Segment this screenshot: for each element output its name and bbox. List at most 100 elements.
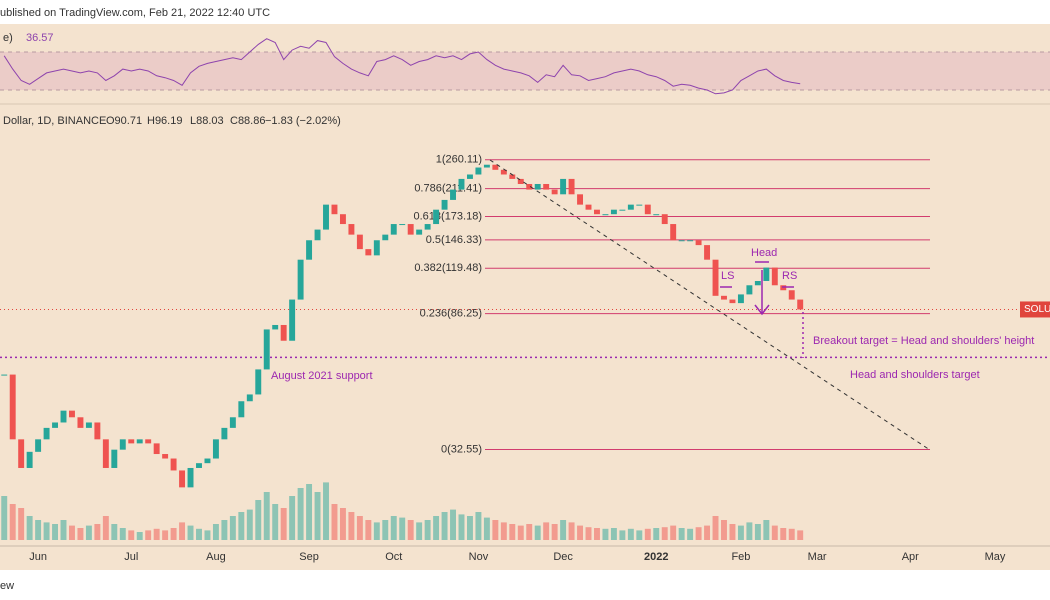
candle-body bbox=[763, 267, 770, 281]
volume-bar bbox=[69, 525, 75, 540]
candle-body bbox=[77, 417, 84, 428]
candle-body bbox=[162, 454, 169, 459]
volume-bar bbox=[35, 520, 42, 540]
candle-body bbox=[229, 417, 236, 428]
volume-bar bbox=[636, 530, 643, 540]
volume-bar bbox=[458, 514, 465, 540]
candle-body bbox=[441, 199, 448, 210]
volume-bar bbox=[526, 524, 533, 540]
volume-bar bbox=[365, 520, 372, 540]
x-tick-label: Aug bbox=[206, 551, 226, 563]
volume-bar bbox=[712, 516, 719, 540]
candle-body bbox=[238, 401, 245, 418]
volume-bar bbox=[289, 496, 296, 540]
candle-body bbox=[306, 240, 313, 260]
x-tick-label: 2022 bbox=[644, 551, 668, 563]
header: ublished on TradingView.com, Feb 21, 202… bbox=[0, 7, 270, 19]
candle-body bbox=[102, 439, 109, 468]
candle-body bbox=[26, 451, 33, 468]
candle-body bbox=[771, 267, 778, 286]
volume-bar bbox=[594, 528, 600, 540]
candle-body bbox=[280, 324, 287, 341]
candle-body bbox=[670, 224, 677, 241]
candle-body bbox=[653, 214, 660, 216]
volume-bar bbox=[170, 528, 177, 540]
candle-body bbox=[153, 443, 160, 455]
plot-layer: 1(260.11) 0.786(211.41) 0.618(173.18) 0.5(1… bbox=[0, 38, 1050, 563]
candle-body bbox=[136, 439, 143, 444]
volume-bar bbox=[255, 500, 262, 540]
ohlc-open: O90.71 bbox=[106, 115, 142, 127]
volume-bar bbox=[85, 525, 92, 540]
candle-body bbox=[610, 209, 617, 215]
volume-bar bbox=[509, 524, 516, 540]
x-tick-label: Feb bbox=[731, 551, 750, 563]
volume-bar bbox=[246, 509, 253, 540]
candle-body bbox=[390, 224, 397, 235]
rs-label: RS bbox=[782, 270, 797, 282]
volume-bar bbox=[162, 530, 169, 540]
candle-body bbox=[644, 204, 651, 215]
candle-body bbox=[339, 214, 346, 225]
volume-bar bbox=[627, 528, 634, 540]
candle-body bbox=[18, 439, 25, 468]
volume-bar bbox=[704, 525, 711, 540]
volume-bar bbox=[407, 520, 414, 540]
rsi-line bbox=[3, 38, 801, 95]
candle-body bbox=[69, 410, 75, 418]
volume-bar bbox=[771, 525, 778, 540]
candle-body bbox=[627, 204, 634, 210]
volume-bar bbox=[153, 528, 160, 540]
volume-bar bbox=[466, 516, 473, 540]
candle-body bbox=[221, 427, 228, 440]
volume-bar bbox=[433, 516, 440, 540]
volume-bar bbox=[754, 524, 761, 540]
candle-body bbox=[9, 374, 16, 440]
volume-bar bbox=[695, 527, 702, 540]
volume-bar bbox=[128, 530, 135, 540]
candle-body bbox=[483, 164, 490, 168]
volume-bar bbox=[111, 524, 118, 540]
volume-bar bbox=[229, 516, 236, 540]
candle-body bbox=[35, 439, 42, 452]
volume-bar bbox=[348, 512, 355, 540]
candle-body bbox=[450, 189, 456, 200]
volume-bar bbox=[737, 525, 744, 540]
volume-bar bbox=[1, 496, 8, 540]
candle-body bbox=[297, 259, 304, 300]
candle-body bbox=[196, 463, 202, 468]
plot-background bbox=[0, 24, 1050, 546]
fib-label: 0.382(119.48) bbox=[414, 262, 482, 274]
candle-body bbox=[272, 324, 279, 330]
candle-body bbox=[568, 178, 575, 195]
candle-body bbox=[246, 394, 253, 402]
volume-bar bbox=[780, 528, 787, 540]
x-tick-label: Jul bbox=[124, 551, 138, 563]
volume-bar bbox=[483, 517, 490, 540]
candle-body bbox=[577, 194, 584, 205]
fib-label: 1(260.11) bbox=[436, 154, 482, 166]
target-label: Head and shoulders target bbox=[850, 369, 980, 381]
volume-bar bbox=[551, 524, 558, 540]
candle-body bbox=[594, 209, 600, 215]
volume-bar bbox=[500, 522, 507, 540]
candle-body bbox=[348, 224, 355, 235]
candle-body bbox=[52, 422, 59, 428]
pattern-markers bbox=[720, 261, 804, 358]
candle-body bbox=[534, 183, 541, 190]
candle-body bbox=[602, 214, 609, 216]
fib-label: 0(32.55) bbox=[441, 443, 482, 455]
candle-body bbox=[145, 439, 152, 444]
candle-body bbox=[111, 449, 118, 468]
volume-bar bbox=[52, 524, 59, 540]
volume-bar bbox=[339, 508, 346, 540]
candle-body bbox=[475, 167, 482, 175]
candle-body bbox=[60, 410, 67, 423]
volume-bar bbox=[196, 528, 202, 540]
candle-body bbox=[263, 329, 270, 370]
volume-bar bbox=[534, 525, 541, 540]
footer: ew bbox=[0, 580, 14, 592]
volume-bar bbox=[306, 484, 313, 540]
candle-body bbox=[407, 224, 414, 235]
candle-body bbox=[323, 204, 329, 230]
